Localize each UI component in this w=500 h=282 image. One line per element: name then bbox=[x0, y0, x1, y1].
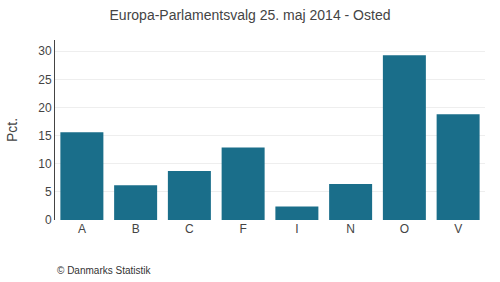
svg-text:© Danmarks Statistik: © Danmarks Statistik bbox=[57, 265, 152, 276]
svg-text:N: N bbox=[346, 222, 355, 236]
svg-text:0: 0 bbox=[45, 213, 52, 227]
svg-text:15: 15 bbox=[38, 129, 52, 143]
svg-text:A: A bbox=[78, 222, 86, 236]
svg-text:30: 30 bbox=[38, 44, 52, 58]
svg-text:20: 20 bbox=[38, 101, 52, 115]
svg-text:5: 5 bbox=[45, 185, 52, 199]
svg-text:25: 25 bbox=[38, 73, 52, 87]
svg-text:F: F bbox=[239, 222, 246, 236]
svg-text:I: I bbox=[295, 222, 298, 236]
svg-text:O: O bbox=[400, 222, 409, 236]
svg-text:V: V bbox=[454, 222, 462, 236]
svg-text:Europa-Parlamentsvalg 25. maj: Europa-Parlamentsvalg 25. maj 2014 - Ost… bbox=[110, 7, 391, 23]
svg-text:C: C bbox=[185, 222, 194, 236]
svg-text:B: B bbox=[132, 222, 140, 236]
svg-text:Pct.: Pct. bbox=[4, 118, 20, 142]
svg-text:10: 10 bbox=[38, 157, 52, 171]
